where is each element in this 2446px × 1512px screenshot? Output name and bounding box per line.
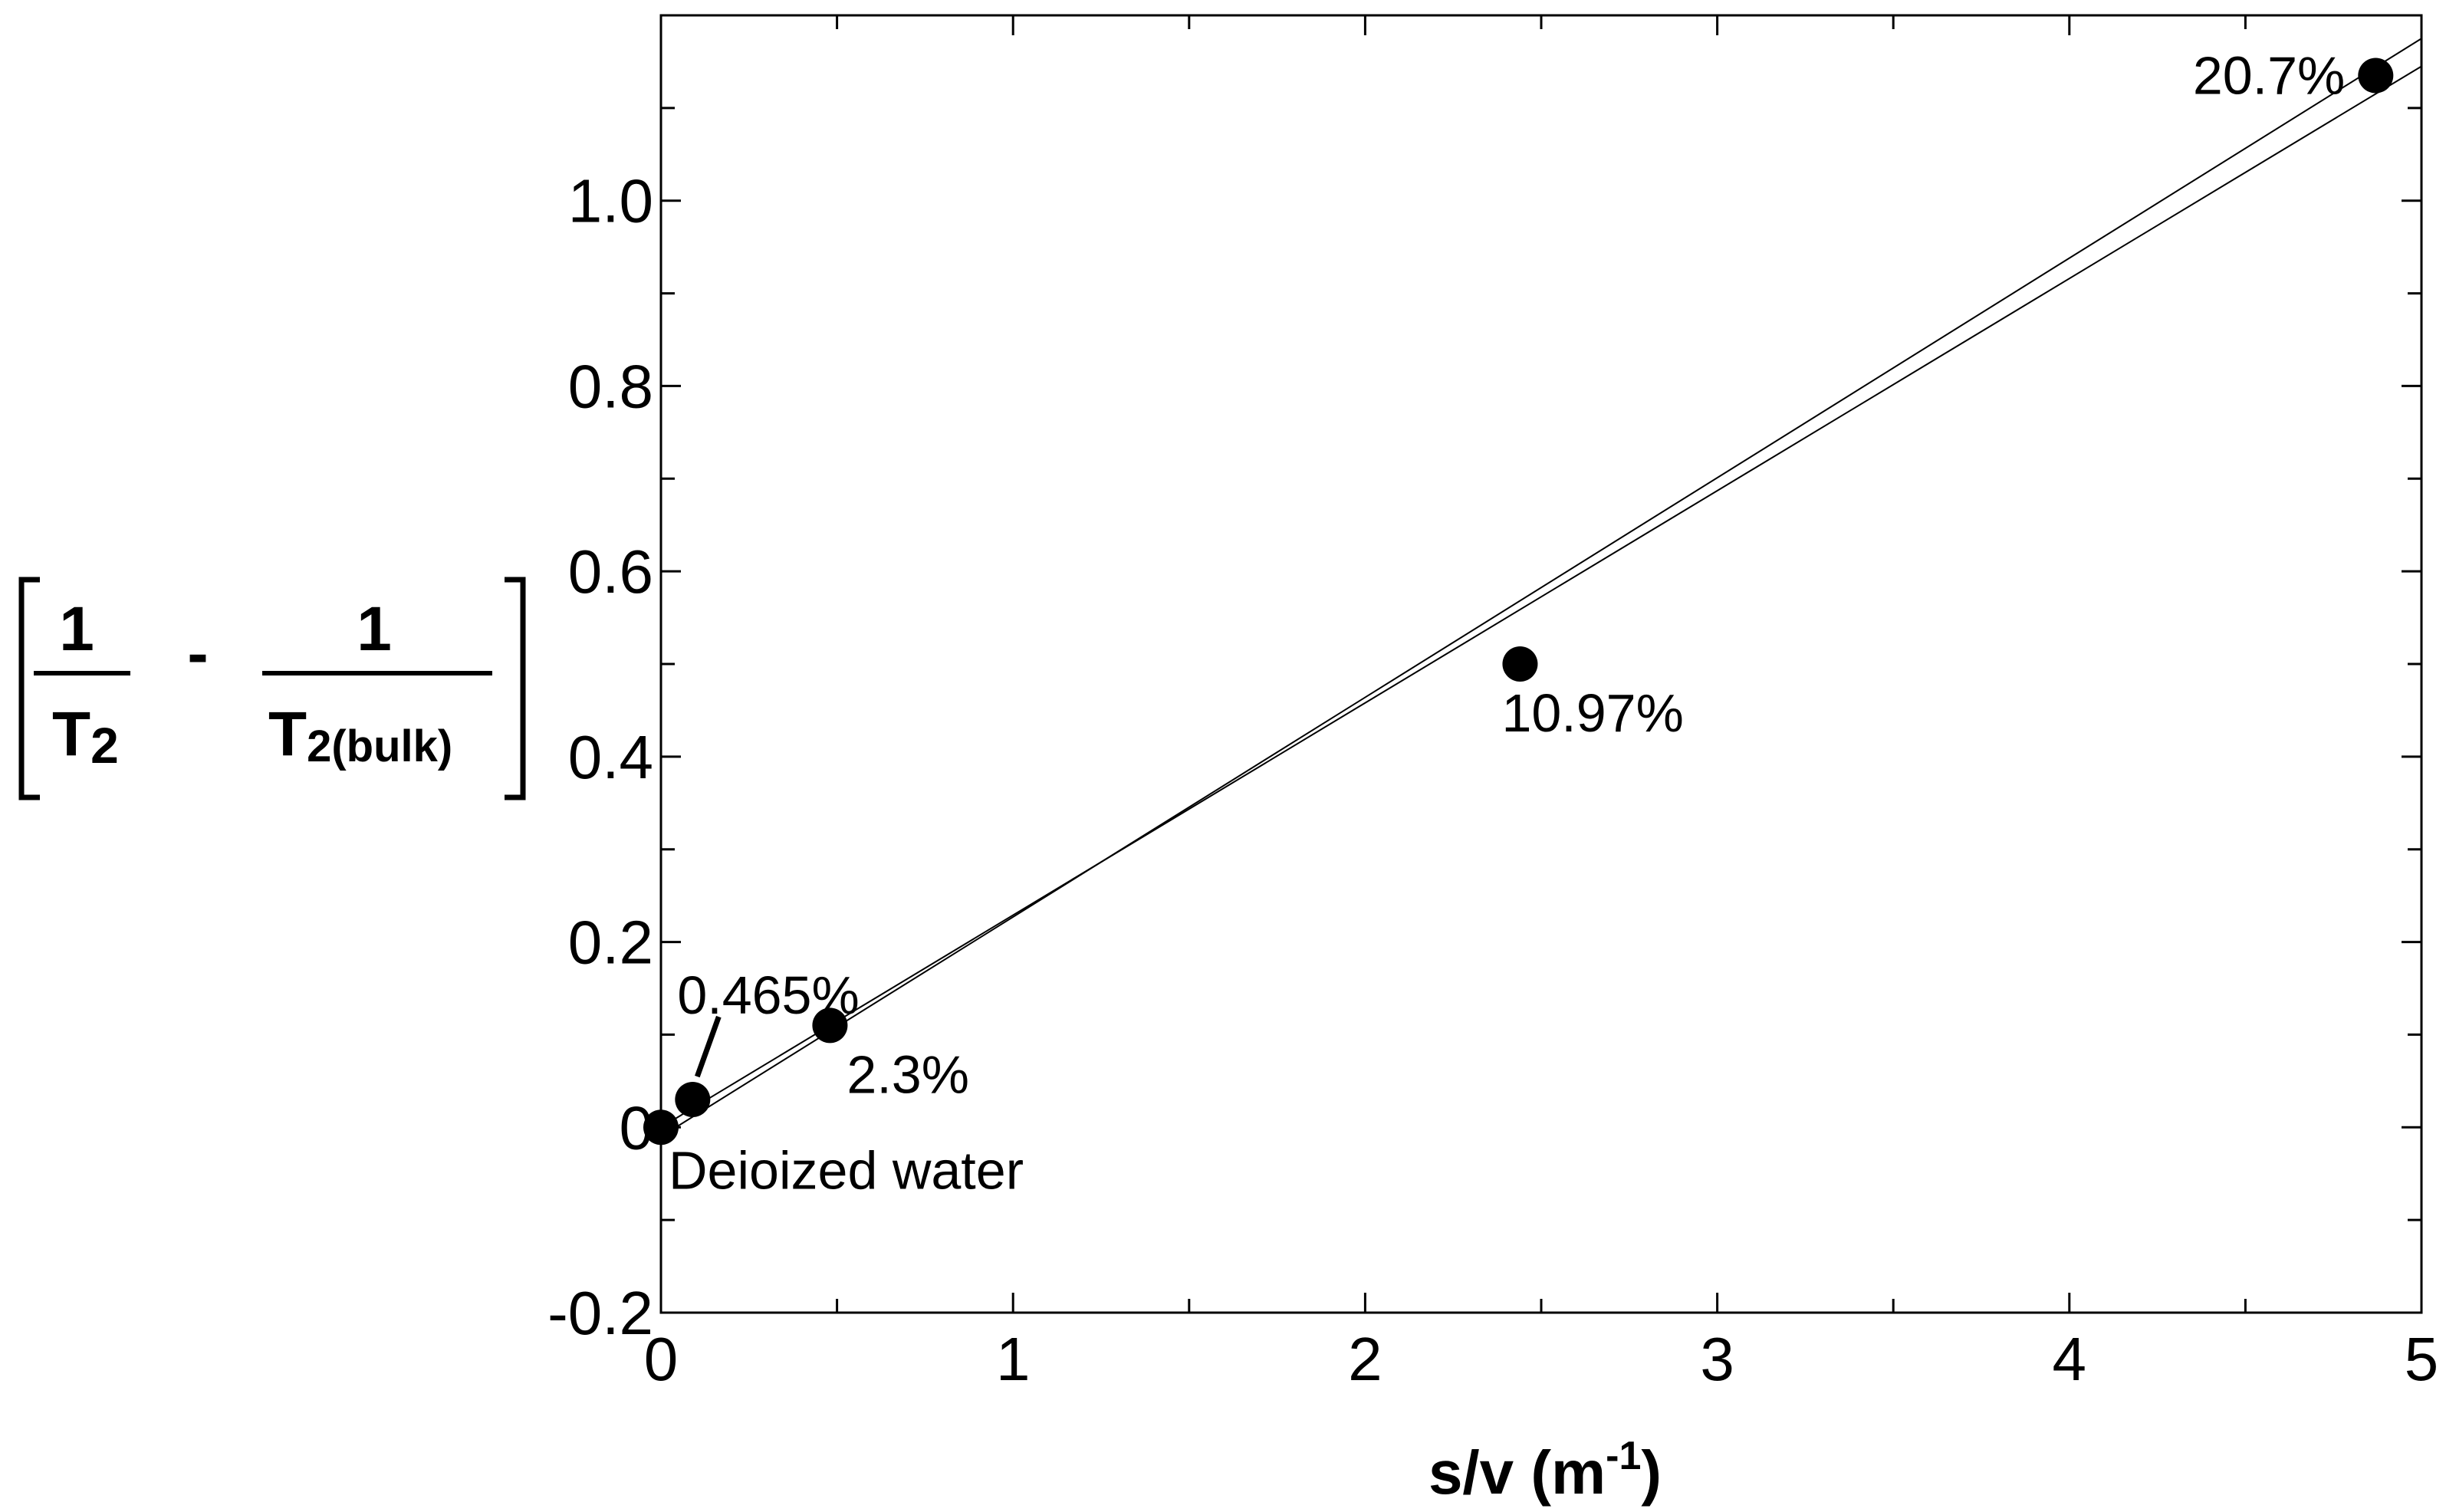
- x-axis-title-main: s/v (m: [1428, 1438, 1606, 1507]
- y-term1-subscript: 2: [90, 717, 119, 774]
- point-label-2: 0.465%: [677, 965, 859, 1025]
- y-axis-title: 1 T2 - 1 T2(bulk): [18, 577, 526, 800]
- y-tick-label: 0.2: [568, 909, 653, 977]
- y-term2-denominator-main: T: [268, 699, 307, 769]
- data-points: [643, 58, 2394, 1146]
- y-term1-denominator-main: T: [52, 699, 90, 769]
- y-term1-numerator: 1: [59, 594, 94, 664]
- x-tick-label: 1: [996, 1325, 1031, 1393]
- point-label-3: 2.3%: [847, 1044, 969, 1104]
- y-tick-label: -0.2: [547, 1279, 653, 1347]
- left-bracket: [18, 577, 40, 800]
- data-point-1: [643, 1109, 679, 1146]
- label-leader-line: [695, 1015, 722, 1078]
- y-tick-label: 0.4: [568, 723, 653, 791]
- leader-lines: [695, 1015, 722, 1078]
- y-operator: -: [187, 619, 208, 689]
- x-axis-ticks: 0 1 2 3 4 5: [644, 15, 2439, 1393]
- x-tick-label: 5: [2405, 1325, 2439, 1393]
- fit-line-1: [660, 65, 2422, 1129]
- x-tick-label: 2: [1348, 1325, 1382, 1393]
- fit-lines: [660, 38, 2422, 1138]
- y-term2-numerator: 1: [357, 594, 392, 664]
- x-axis-title-superscript: -1: [1606, 1434, 1641, 1478]
- y-tick-label: 0.6: [568, 537, 653, 606]
- y-tick-label: 0.8: [568, 352, 653, 420]
- y-term2-denominator: T2(bulk): [268, 699, 452, 771]
- y-term2-subscript: 2(bulk): [307, 721, 452, 771]
- x-axis-title-close: ): [1641, 1438, 1662, 1507]
- point-label-5: 20.7%: [2193, 46, 2345, 106]
- data-point-4: [1502, 646, 1538, 682]
- y-tick-label: 1.0: [568, 167, 653, 235]
- x-tick-label: 3: [1700, 1325, 1734, 1393]
- data-point-5: [2358, 58, 2394, 94]
- x-tick-label: 4: [2053, 1325, 2087, 1393]
- x-tick-label: 0: [644, 1325, 679, 1393]
- fit-line-2: [660, 38, 2422, 1138]
- point-labels: Deioized water 0.465% 2.3% 10.97% 20.7%: [669, 46, 2345, 1201]
- right-bracket: [505, 577, 526, 800]
- data-point-2: [675, 1082, 711, 1118]
- data-point-3: [812, 1007, 848, 1044]
- y-term1-denominator: T2: [52, 699, 119, 774]
- x-axis-title: s/v (m-1): [1428, 1434, 1662, 1507]
- y-axis-ticks: -0.200.20.40.60.81.0: [547, 107, 2421, 1347]
- point-label-1: Deioized water: [669, 1140, 1024, 1200]
- point-label-4: 10.97%: [1501, 683, 1683, 743]
